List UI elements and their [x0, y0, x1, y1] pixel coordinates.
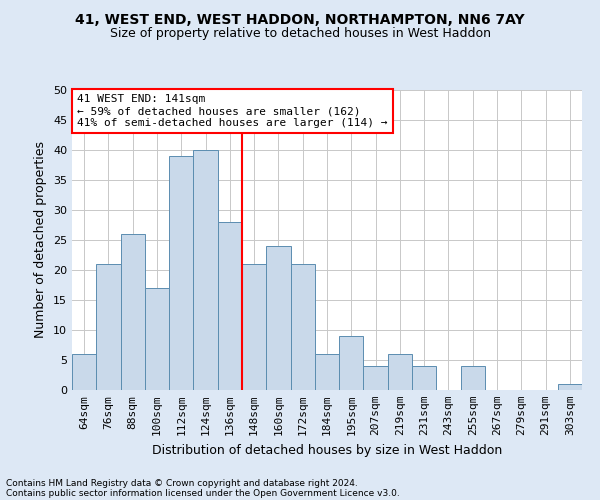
Bar — [266, 246, 290, 390]
Text: 41 WEST END: 141sqm
← 59% of detached houses are smaller (162)
41% of semi-detac: 41 WEST END: 141sqm ← 59% of detached ho… — [77, 94, 388, 128]
Bar — [145, 288, 169, 390]
Bar — [96, 264, 121, 390]
Bar — [218, 222, 242, 390]
Y-axis label: Number of detached properties: Number of detached properties — [34, 142, 47, 338]
Bar — [412, 366, 436, 390]
Bar — [461, 366, 485, 390]
Bar — [193, 150, 218, 390]
Bar — [364, 366, 388, 390]
Bar — [339, 336, 364, 390]
Text: Contains HM Land Registry data © Crown copyright and database right 2024.: Contains HM Land Registry data © Crown c… — [6, 478, 358, 488]
Bar — [290, 264, 315, 390]
Bar — [558, 384, 582, 390]
Text: 41, WEST END, WEST HADDON, NORTHAMPTON, NN6 7AY: 41, WEST END, WEST HADDON, NORTHAMPTON, … — [75, 12, 525, 26]
Bar — [72, 354, 96, 390]
Bar — [121, 234, 145, 390]
Bar — [169, 156, 193, 390]
Bar — [315, 354, 339, 390]
Bar — [242, 264, 266, 390]
Text: Size of property relative to detached houses in West Haddon: Size of property relative to detached ho… — [110, 28, 491, 40]
Text: Contains public sector information licensed under the Open Government Licence v3: Contains public sector information licen… — [6, 488, 400, 498]
X-axis label: Distribution of detached houses by size in West Haddon: Distribution of detached houses by size … — [152, 444, 502, 456]
Bar — [388, 354, 412, 390]
